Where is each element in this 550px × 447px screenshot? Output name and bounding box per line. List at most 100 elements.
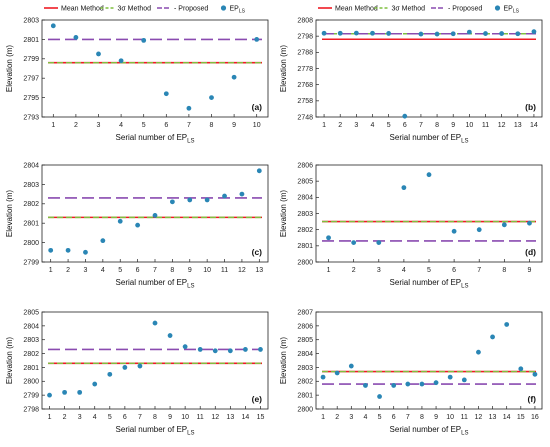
data-point: [231, 74, 237, 80]
x-axis-label-subscript: LS: [461, 139, 468, 145]
x-tick-label: 15: [517, 414, 525, 421]
x-tick-label: 6: [164, 122, 168, 129]
y-tick-label: 2804: [23, 323, 39, 330]
data-point: [363, 383, 368, 388]
x-axis-label-subscript: LS: [187, 284, 194, 290]
x-tick-label: 5: [108, 414, 112, 421]
data-point: [518, 366, 524, 372]
y-tick-label: 2807: [297, 309, 313, 316]
data-point: [48, 247, 54, 253]
x-tick-label: 5: [378, 414, 382, 421]
x-tick-label: 12: [498, 122, 506, 129]
legend-label-main: EP: [504, 6, 514, 13]
y-tick-label: 2803: [23, 182, 39, 189]
x-tick-label: 1: [321, 414, 325, 421]
y-tick-label: 2799: [23, 393, 39, 400]
x-tick-label: 16: [531, 414, 539, 421]
y-tick-label: 2793: [23, 114, 39, 121]
x-tick-label: 2: [338, 122, 342, 129]
data-point: [169, 199, 175, 205]
y-tick-label: 2801: [23, 365, 39, 372]
x-tick-label: 9: [188, 267, 192, 274]
x-tick-label: 4: [93, 414, 97, 421]
x-tick-label: 3: [354, 122, 358, 129]
data-point: [326, 235, 331, 241]
data-point: [426, 172, 432, 178]
data-point: [370, 30, 375, 36]
x-tick-label: 2: [66, 267, 70, 274]
x-tick-label: 8: [210, 122, 214, 129]
y-tick-label: 2801: [23, 221, 39, 228]
y-axis-label: Elevation (m): [5, 337, 14, 384]
y-tick-label: 2801: [297, 393, 313, 400]
y-tick-label: 2795: [23, 95, 39, 102]
x-axis-label: Serial number of EPLS: [390, 278, 469, 290]
x-tick-label: 2: [63, 414, 67, 421]
x-tick-label: 8: [170, 267, 174, 274]
panel-label: (e): [252, 394, 263, 404]
legend-label-main: EP: [230, 6, 240, 13]
x-tick-label: 1: [322, 122, 326, 129]
x-tick-label: 4: [119, 122, 123, 129]
data-point: [461, 377, 467, 383]
y-tick-label: 2748: [297, 114, 313, 121]
x-tick-label: 3: [78, 414, 82, 421]
data-point: [405, 381, 411, 387]
data-point: [386, 31, 392, 36]
data-point: [401, 185, 407, 191]
data-point: [212, 348, 218, 354]
y-tick-label: 2797: [23, 76, 39, 83]
data-point: [83, 249, 88, 255]
x-axis-label-subscript: LS: [461, 284, 468, 290]
x-tick-label: 9: [168, 414, 172, 421]
x-tick-label: 3: [84, 267, 88, 274]
data-point: [135, 222, 141, 228]
x-axis-label-subscript: LS: [187, 431, 194, 437]
x-tick-label: 8: [420, 414, 424, 421]
x-tick-label: 9: [232, 122, 236, 129]
y-tick-label: 2808: [297, 17, 313, 24]
x-tick-label: 5: [427, 267, 431, 274]
data-point: [118, 58, 124, 64]
x-tick-label: 10: [253, 122, 261, 129]
x-tick-label: 2: [352, 267, 356, 274]
data-point: [100, 238, 106, 244]
y-tick-label: 2802: [23, 351, 39, 358]
data-point: [209, 95, 214, 100]
y-tick-label: 2805: [23, 309, 39, 316]
data-point: [321, 30, 327, 36]
data-point: [141, 37, 147, 43]
data-point: [501, 222, 507, 228]
x-tick-label: 10: [465, 122, 473, 129]
y-tick-label: 2788: [297, 50, 313, 57]
legend: Mean Method 3σ Method - Proposed EPLS: [44, 5, 246, 15]
x-axis-label: Serial number of EPLS: [116, 133, 195, 145]
x-tick-label: 9: [434, 414, 438, 421]
y-tick-label: 2805: [297, 179, 313, 186]
x-tick-label: 3: [97, 122, 101, 129]
data-point: [531, 29, 537, 35]
x-tick-label: 1: [48, 414, 52, 421]
data-point: [402, 113, 408, 119]
y-tick-label: 2802: [23, 201, 39, 208]
y-tick-label: 2798: [297, 34, 313, 41]
y-tick-label: 2801: [297, 243, 313, 250]
data-point: [73, 35, 79, 40]
data-point: [258, 347, 263, 352]
data-point: [499, 31, 505, 36]
x-tick-label: 5: [118, 267, 122, 274]
legend-label-mean: Mean Method: [61, 6, 104, 13]
panel-label: (b): [525, 102, 536, 112]
x-tick-label: 14: [242, 414, 250, 421]
y-tick-label: 2803: [297, 365, 313, 372]
legend: Mean Method 3σ Method - Proposed EPLS: [318, 5, 520, 15]
x-tick-label: 5: [142, 122, 146, 129]
panel-d: 2800 2801 2802 2803 2804 2805 2806 1 2 3 4 5 6 7 8 9 (d)…: [279, 162, 543, 290]
x-tick-label: 6: [123, 414, 127, 421]
data-point: [137, 363, 143, 369]
x-tick-label: 8: [502, 267, 506, 274]
x-tick-label: 7: [419, 122, 423, 129]
y-tick-label: 2800: [297, 406, 313, 413]
data-point: [204, 197, 210, 203]
x-tick-label: 13: [514, 122, 522, 129]
